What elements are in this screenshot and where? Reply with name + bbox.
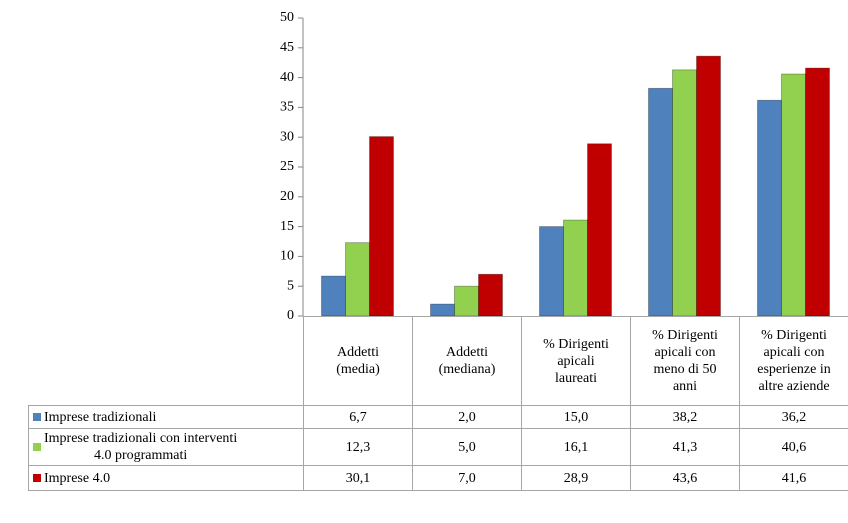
table-value-text: 38,2 bbox=[672, 409, 698, 425]
table-value: 2,0 bbox=[412, 405, 522, 429]
y-tick-label: 30 bbox=[280, 129, 294, 144]
y-tick-label: 45 bbox=[280, 40, 294, 55]
table-value-text: 40,6 bbox=[781, 439, 807, 455]
bar bbox=[648, 87, 673, 317]
bar bbox=[454, 285, 479, 317]
bar bbox=[478, 273, 503, 317]
bar bbox=[757, 99, 782, 317]
table-value: 5,0 bbox=[412, 428, 522, 466]
table-value-text: 7,0 bbox=[458, 470, 476, 486]
bar bbox=[539, 226, 564, 317]
table-value: 12,3 bbox=[303, 428, 413, 466]
table-value-text: 2,0 bbox=[458, 409, 476, 425]
table-value: 36,2 bbox=[739, 405, 848, 429]
legend-swatch bbox=[33, 443, 41, 451]
category-header: % Dirigenti apicali laureati bbox=[521, 316, 631, 406]
bar bbox=[696, 55, 721, 317]
bar bbox=[430, 303, 455, 317]
table-value-text: 12,3 bbox=[345, 439, 371, 455]
bar bbox=[672, 69, 697, 317]
table-value: 7,0 bbox=[412, 465, 522, 491]
table-value: 43,6 bbox=[630, 465, 740, 491]
table-value: 41,6 bbox=[739, 465, 848, 491]
table-value-text: 43,6 bbox=[672, 470, 698, 486]
category-header: Addetti (media) bbox=[303, 316, 413, 406]
table-value-text: 30,1 bbox=[345, 470, 371, 486]
legend-entry: Imprese tradizionali bbox=[28, 405, 304, 429]
table-value: 28,9 bbox=[521, 465, 631, 491]
table-value-text: 41,6 bbox=[781, 470, 807, 486]
table-value: 15,0 bbox=[521, 405, 631, 429]
bar bbox=[345, 242, 370, 317]
legend-label: Imprese 4.0 bbox=[44, 470, 111, 486]
legend-entry: Imprese 4.0 bbox=[28, 465, 304, 491]
y-tick-label: 40 bbox=[280, 70, 294, 85]
category-header-text: % Dirigenti apicali con meno di 50 anni bbox=[652, 328, 718, 394]
table-value-text: 41,3 bbox=[672, 439, 698, 455]
y-tick-label: 15 bbox=[280, 219, 294, 234]
bar bbox=[587, 143, 612, 317]
table-value-text: 16,1 bbox=[563, 439, 589, 455]
legend-label: Imprese tradizionali bbox=[44, 409, 157, 425]
category-header-text: % Dirigenti apicali con esperienze in al… bbox=[757, 328, 831, 394]
category-header-text: % Dirigenti apicali laureati bbox=[543, 336, 609, 386]
y-tick-label: 20 bbox=[280, 189, 294, 204]
category-header: % Dirigenti apicali con meno di 50 anni bbox=[630, 316, 740, 406]
legend-entry: Imprese tradizionali con interventi 4.0 … bbox=[28, 428, 304, 466]
y-tick-label: 25 bbox=[280, 159, 294, 174]
y-tick-label: 0 bbox=[287, 308, 294, 323]
bar bbox=[369, 136, 394, 317]
bar bbox=[805, 67, 830, 317]
table-value: 41,3 bbox=[630, 428, 740, 466]
legend-swatch bbox=[33, 413, 41, 421]
table-value-text: 5,0 bbox=[458, 439, 476, 455]
table-value-text: 28,9 bbox=[563, 470, 589, 486]
table-value: 40,6 bbox=[739, 428, 848, 466]
y-tick-label: 10 bbox=[280, 249, 294, 264]
table-value-text: 36,2 bbox=[781, 409, 807, 425]
bar bbox=[563, 219, 588, 317]
table-value: 38,2 bbox=[630, 405, 740, 429]
y-tick-label: 5 bbox=[287, 278, 294, 293]
category-header-text: Addetti (media) bbox=[336, 345, 380, 377]
legend-label: Imprese tradizionali con interventi 4.0 … bbox=[44, 431, 238, 463]
legend-swatch bbox=[33, 474, 41, 482]
y-tick-label: 35 bbox=[280, 100, 294, 115]
table-value: 6,7 bbox=[303, 405, 413, 429]
table-value-text: 15,0 bbox=[563, 409, 589, 425]
bar bbox=[781, 73, 806, 317]
category-header: Addetti (mediana) bbox=[412, 316, 522, 406]
bar bbox=[321, 275, 346, 317]
table-value: 16,1 bbox=[521, 428, 631, 466]
category-header-text: Addetti (mediana) bbox=[438, 345, 496, 377]
table-value-text: 6,7 bbox=[349, 409, 367, 425]
table-value: 30,1 bbox=[303, 465, 413, 491]
y-tick-label: 50 bbox=[280, 10, 294, 25]
category-header: % Dirigenti apicali con esperienze in al… bbox=[739, 316, 848, 406]
